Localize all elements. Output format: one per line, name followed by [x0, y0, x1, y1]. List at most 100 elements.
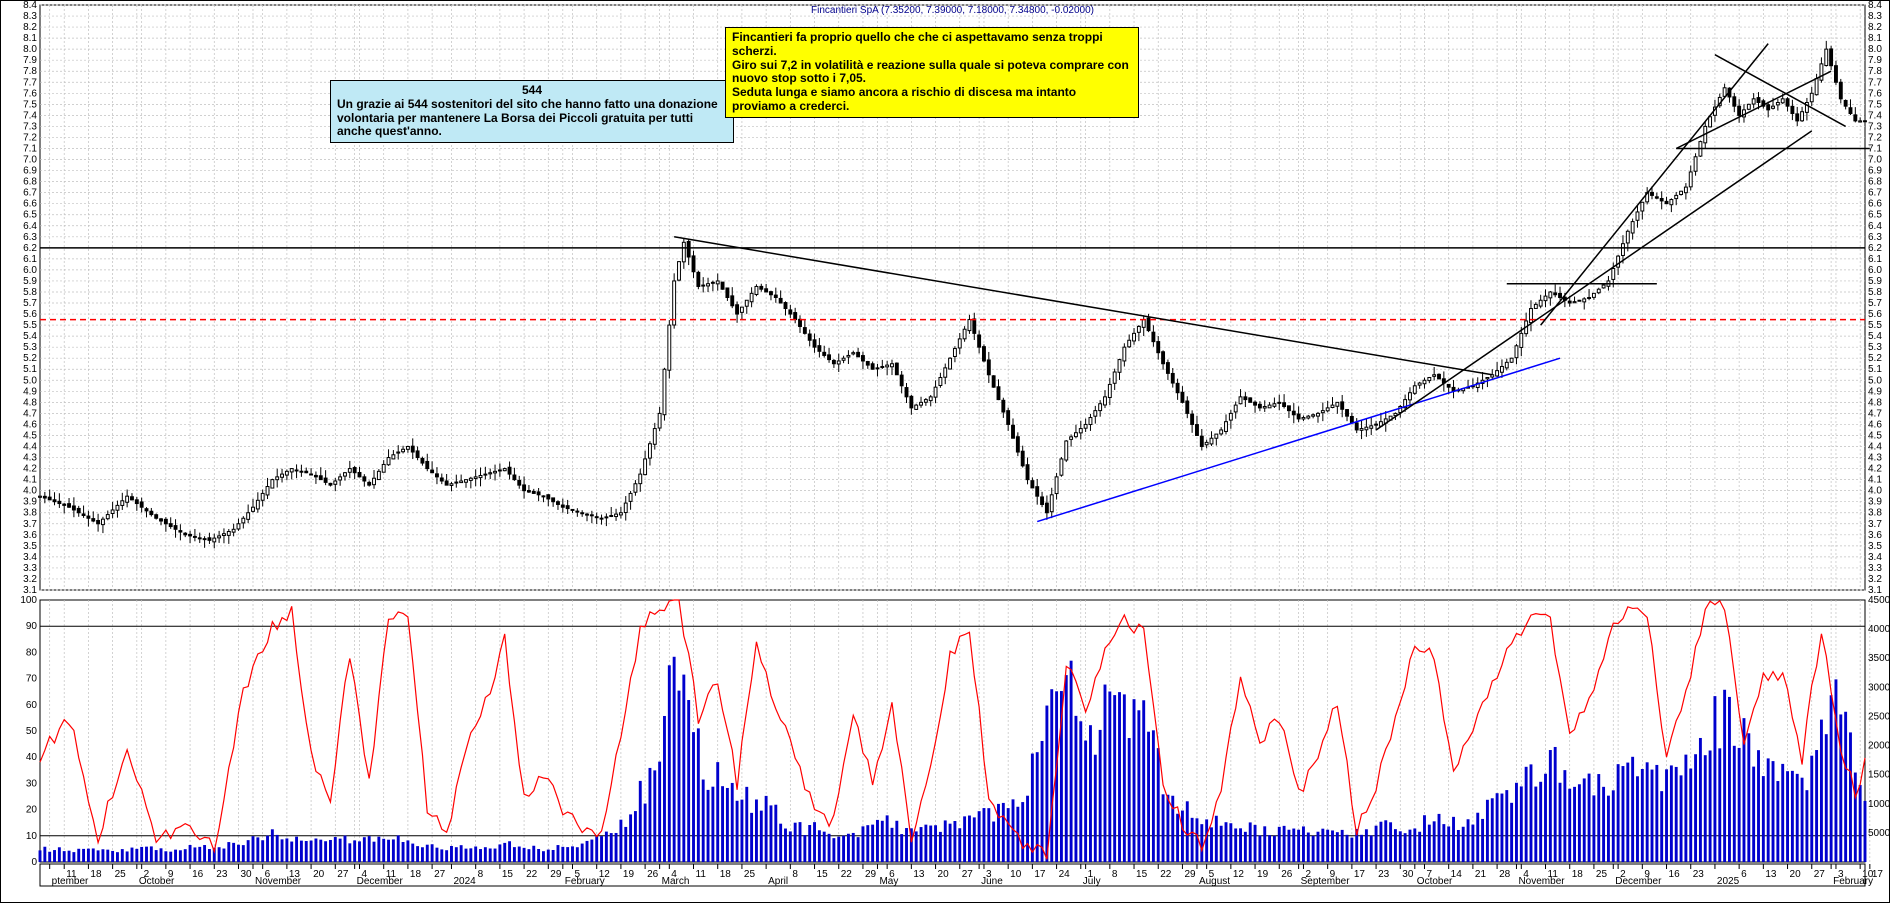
svg-text:5.4: 5.4: [23, 331, 37, 342]
svg-text:20000: 20000: [1868, 741, 1890, 752]
svg-text:4.1: 4.1: [1868, 475, 1882, 486]
svg-text:25: 25: [744, 869, 756, 880]
svg-text:25000: 25000: [1868, 711, 1890, 722]
svg-text:15: 15: [1136, 869, 1148, 880]
svg-text:30: 30: [240, 869, 252, 880]
svg-text:4.8: 4.8: [23, 397, 37, 408]
svg-text:5: 5: [574, 869, 580, 880]
svg-text:7.2: 7.2: [23, 132, 37, 143]
svg-text:7.6: 7.6: [23, 88, 37, 99]
svg-text:October: October: [1417, 876, 1453, 887]
svg-text:11: 11: [696, 869, 707, 880]
svg-text:18: 18: [1572, 869, 1584, 880]
svg-text:7.1: 7.1: [23, 143, 37, 154]
svg-text:3.2: 3.2: [1868, 574, 1882, 585]
svg-text:6.1: 6.1: [1868, 254, 1882, 265]
svg-text:40000: 40000: [1868, 624, 1890, 635]
svg-text:5.7: 5.7: [1868, 298, 1882, 309]
svg-text:3.3: 3.3: [1868, 563, 1882, 574]
svg-text:6.6: 6.6: [23, 199, 37, 210]
svg-text:3.4: 3.4: [1868, 552, 1882, 563]
svg-text:19: 19: [1257, 869, 1269, 880]
svg-text:2025: 2025: [1717, 876, 1740, 887]
svg-text:4: 4: [671, 869, 677, 880]
svg-text:18: 18: [90, 869, 102, 880]
svg-text:18: 18: [410, 869, 422, 880]
svg-text:8: 8: [792, 869, 798, 880]
svg-text:7.0: 7.0: [1868, 155, 1882, 166]
svg-text:8.3: 8.3: [1868, 11, 1882, 22]
svg-text:3.8: 3.8: [23, 508, 37, 519]
svg-text:80: 80: [26, 647, 38, 658]
svg-text:7.8: 7.8: [1868, 66, 1882, 77]
svg-text:28: 28: [1499, 869, 1511, 880]
svg-text:4.1: 4.1: [23, 475, 37, 486]
svg-text:5.2: 5.2: [1868, 353, 1882, 364]
svg-text:4.0: 4.0: [23, 486, 37, 497]
svg-text:8.2: 8.2: [1868, 22, 1882, 33]
svg-text:8.2: 8.2: [23, 22, 37, 33]
svg-text:23: 23: [216, 869, 228, 880]
svg-text:4.3: 4.3: [23, 453, 37, 464]
svg-text:3.3: 3.3: [23, 563, 37, 574]
svg-text:6.4: 6.4: [23, 221, 37, 232]
svg-text:27: 27: [962, 869, 974, 880]
svg-text:24: 24: [1059, 869, 1071, 880]
svg-text:6: 6: [1741, 869, 1747, 880]
svg-text:18: 18: [720, 869, 732, 880]
svg-text:5.0: 5.0: [1868, 375, 1882, 386]
svg-text:6.7: 6.7: [1868, 188, 1882, 199]
svg-text:4.5: 4.5: [1868, 430, 1882, 441]
svg-text:23: 23: [1378, 869, 1390, 880]
svg-text:29: 29: [1184, 869, 1196, 880]
svg-text:7.4: 7.4: [23, 110, 37, 121]
svg-text:17: 17: [1354, 869, 1366, 880]
svg-text:25: 25: [1596, 869, 1608, 880]
svg-text:14: 14: [1451, 869, 1463, 880]
svg-text:6.2: 6.2: [1868, 243, 1882, 254]
svg-text:6.5: 6.5: [1868, 210, 1882, 221]
svg-text:3: 3: [1838, 869, 1844, 880]
svg-text:20: 20: [26, 805, 38, 816]
svg-text:5.6: 5.6: [23, 309, 37, 320]
svg-text:4.4: 4.4: [1868, 442, 1882, 453]
blue-box-title: 544: [337, 84, 727, 98]
svg-text:10: 10: [1010, 869, 1022, 880]
svg-text:August: August: [1199, 876, 1230, 887]
svg-text:10000: 10000: [1868, 799, 1890, 810]
svg-text:3.4: 3.4: [23, 552, 37, 563]
svg-text:26: 26: [647, 869, 659, 880]
svg-text:4.4: 4.4: [23, 442, 37, 453]
blue-box-body: Un grazie ai 544 sostenitori del sito ch…: [337, 97, 718, 139]
svg-text:12: 12: [1233, 869, 1245, 880]
svg-text:7.7: 7.7: [23, 77, 37, 88]
svg-text:70: 70: [26, 674, 38, 685]
svg-text:6.8: 6.8: [1868, 177, 1882, 188]
svg-text:5.3: 5.3: [1868, 342, 1882, 353]
blue-annotation-box: 544 Un grazie ai 544 sostenitori del sit…: [330, 80, 734, 143]
svg-text:6.9: 6.9: [23, 166, 37, 177]
svg-text:6.5: 6.5: [23, 210, 37, 221]
svg-text:22: 22: [526, 869, 538, 880]
svg-text:30: 30: [1402, 869, 1414, 880]
svg-text:27: 27: [434, 869, 446, 880]
svg-text:4.9: 4.9: [23, 386, 37, 397]
svg-text:8.0: 8.0: [23, 44, 37, 55]
svg-text:10: 10: [26, 831, 38, 842]
svg-text:23: 23: [1693, 869, 1705, 880]
yellow-annotation-box: Fincantieri fa proprio quello che che ci…: [725, 27, 1139, 118]
svg-text:5.3: 5.3: [23, 342, 37, 353]
svg-text:20: 20: [313, 869, 325, 880]
svg-text:19: 19: [623, 869, 635, 880]
svg-text:13: 13: [289, 869, 301, 880]
svg-text:8: 8: [1112, 869, 1118, 880]
svg-text:Fincantieri SpA (7.35200, 7.39: Fincantieri SpA (7.35200, 7.39000, 7.180…: [811, 5, 1094, 16]
svg-text:5.6: 5.6: [1868, 309, 1882, 320]
svg-text:50: 50: [26, 726, 38, 737]
svg-text:11: 11: [1548, 869, 1559, 880]
svg-text:5.0: 5.0: [23, 375, 37, 386]
svg-text:5.2: 5.2: [23, 353, 37, 364]
svg-text:9: 9: [168, 869, 174, 880]
svg-text:7.7: 7.7: [1868, 77, 1882, 88]
svg-text:5.9: 5.9: [1868, 276, 1882, 287]
